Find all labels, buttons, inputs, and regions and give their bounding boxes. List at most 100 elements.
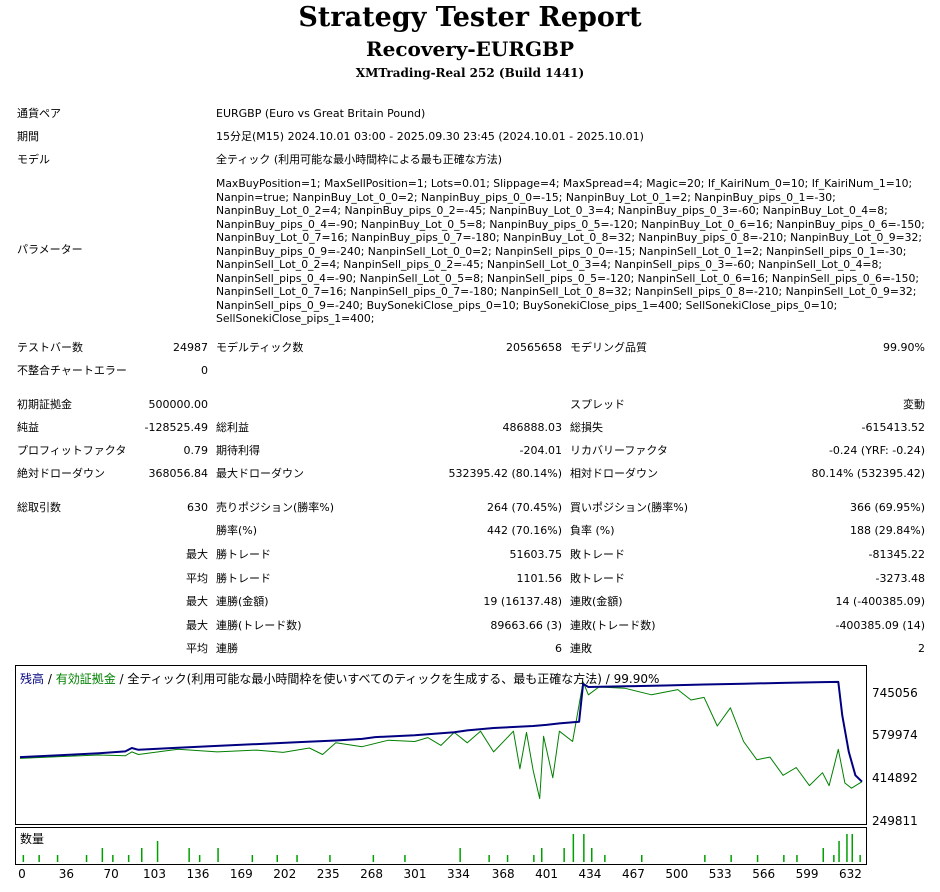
volume-bar	[276, 855, 278, 862]
volume-bar	[822, 848, 824, 862]
volume-bar	[127, 855, 130, 862]
symbol-label: 通貨ペア	[17, 107, 61, 120]
model-value: 全ティック (利用可能な最小時間枠による最も正確な方法)	[216, 153, 503, 166]
y-tick-label: 745056	[872, 685, 918, 700]
total-trades-value: 630	[187, 501, 208, 514]
deposit-label: 初期証拠金	[17, 398, 72, 411]
x-tick-label: 136	[186, 867, 210, 881]
spread-value: 変動	[903, 398, 925, 411]
absolute-drawdown-label: 絶対ドローダウン	[17, 467, 105, 480]
volume-bar	[198, 855, 201, 862]
volume-chart	[15, 827, 867, 865]
x-tick-label: 36	[58, 867, 74, 881]
net-profit-label: 純益	[17, 421, 39, 434]
balance-chart-plot	[19, 680, 863, 800]
short-positions-value: 264 (70.45%)	[486, 501, 562, 514]
x-tick-label: 401	[535, 867, 559, 881]
ticks-value: 20565658	[506, 341, 562, 354]
maximal-label: 最大	[186, 619, 208, 632]
legend-equity: 有効証拠金	[55, 672, 116, 686]
volume-bar	[704, 855, 706, 862]
volume-bar	[404, 855, 406, 862]
loss-trades-value: 188 (29.84%)	[849, 524, 925, 537]
short-positions-label: 売りポジション(勝率%)	[216, 501, 335, 514]
maximal-drawdown-label: 最大ドローダウン	[216, 467, 304, 480]
x-tick-label: 632	[839, 867, 862, 881]
consecutive-wins-money-value: 19 (16137.48)	[483, 595, 562, 608]
y-tick-label: 414892	[872, 771, 918, 786]
avg-consecutive-wins-value: 6	[555, 642, 562, 655]
equity-line	[19, 681, 863, 800]
server-info: XMTrading-Real 252 (Build 1441)	[355, 66, 585, 80]
volume-bar	[251, 855, 254, 862]
volume-bar	[85, 855, 88, 862]
x-tick-label: 235	[316, 867, 340, 881]
largest-profit-label: 勝トレード	[216, 548, 271, 561]
volume-bar	[563, 848, 565, 862]
mismatch-label: 不整合チャートエラー	[17, 364, 127, 377]
y-tick-label: 579974	[872, 728, 918, 743]
legend-model: 全ティック(利用可能な最小時間枠を使いすべてのティックを生成する、最も正確な方法…	[127, 672, 660, 686]
largest-loss-value: -81345.22	[868, 548, 925, 561]
x-tick-label: 268	[360, 867, 384, 881]
average-label: 平均	[186, 572, 208, 585]
volume-bar	[156, 841, 159, 862]
chart-legend: 残高 / 有効証拠金 / 全ティック(利用可能な最小時間枠を使いすべてのティック…	[20, 670, 659, 687]
balance-chart	[15, 665, 867, 825]
volume-bar	[838, 841, 840, 862]
symbol-value: EURGBP (Euro vs Great Britain Pound)	[216, 107, 426, 120]
volume-bar	[859, 855, 861, 862]
volume-bar	[22, 855, 25, 862]
volume-bar	[583, 834, 585, 862]
average-profit-label: 勝トレード	[216, 572, 271, 585]
volume-chart-plot	[22, 834, 861, 862]
volume-bar	[641, 855, 643, 862]
volume-bar	[506, 855, 509, 862]
volume-bar	[730, 855, 732, 862]
volume-bar	[488, 855, 490, 862]
relative-drawdown-value: 80.14% (532395.42)	[811, 467, 925, 480]
volume-label: 数量	[20, 832, 45, 846]
profit-trades-label: 勝率(%)	[216, 524, 258, 537]
x-tick-label: 70	[103, 867, 119, 881]
volume-bar	[217, 848, 219, 862]
volume-bar	[756, 855, 759, 862]
x-tick-label: 533	[708, 867, 732, 881]
x-tick-label: 434	[578, 867, 602, 881]
deposit-value: 500000.00	[148, 398, 209, 411]
x-tick-label: 0	[18, 867, 26, 881]
net-profit-value: -128525.49	[144, 421, 208, 434]
volume-bar	[796, 855, 798, 862]
expected-payoff-label: 期待利得	[216, 444, 260, 457]
legend-separator-2: /	[115, 672, 128, 686]
consecutive-losses-money-label: 連敗(金額)	[570, 595, 623, 608]
long-positions-label: 買いポジション(勝率%)	[570, 501, 689, 514]
consecutive-losses-money-value: 14 (-400385.09)	[835, 595, 925, 608]
x-tick-label: 202	[273, 867, 297, 881]
recovery-factor-value: -0.24 (YRF: -0.24)	[828, 444, 925, 457]
x-tick-label: 566	[752, 867, 776, 881]
profit-factor-label: プロフィットファクタ	[17, 444, 127, 457]
largest-profit-value: 51603.75	[509, 548, 563, 561]
x-tick-label: 103	[143, 867, 166, 881]
average-loss-value: -3273.48	[875, 572, 925, 585]
volume-bar	[329, 855, 331, 862]
long-positions-value: 366 (69.95%)	[849, 501, 925, 514]
recovery-factor-label: リカバリーファクタ	[570, 444, 668, 457]
loss-trades-label: 負率 (%)	[570, 524, 615, 537]
total-trades-label: 総取引数	[17, 501, 61, 514]
volume-bar	[604, 855, 606, 862]
gross-loss-label: 総損失	[570, 421, 603, 434]
volume-bar	[459, 848, 461, 862]
gross-profit-value: 486888.03	[502, 421, 563, 434]
volume-bar	[591, 848, 593, 862]
avg-consecutive-label: 平均	[186, 642, 208, 655]
x-tick-label: 599	[795, 867, 819, 881]
avg-consecutive-losses-value: 2	[918, 642, 925, 655]
volume-bar	[783, 855, 785, 862]
volume-bar	[188, 848, 190, 862]
bars-value: 24987	[173, 341, 208, 354]
consecutive-wins-money-label: 連勝(金額)	[216, 595, 269, 608]
x-tick-label: 334	[446, 867, 470, 881]
profit-factor-value: 0.79	[183, 444, 209, 457]
